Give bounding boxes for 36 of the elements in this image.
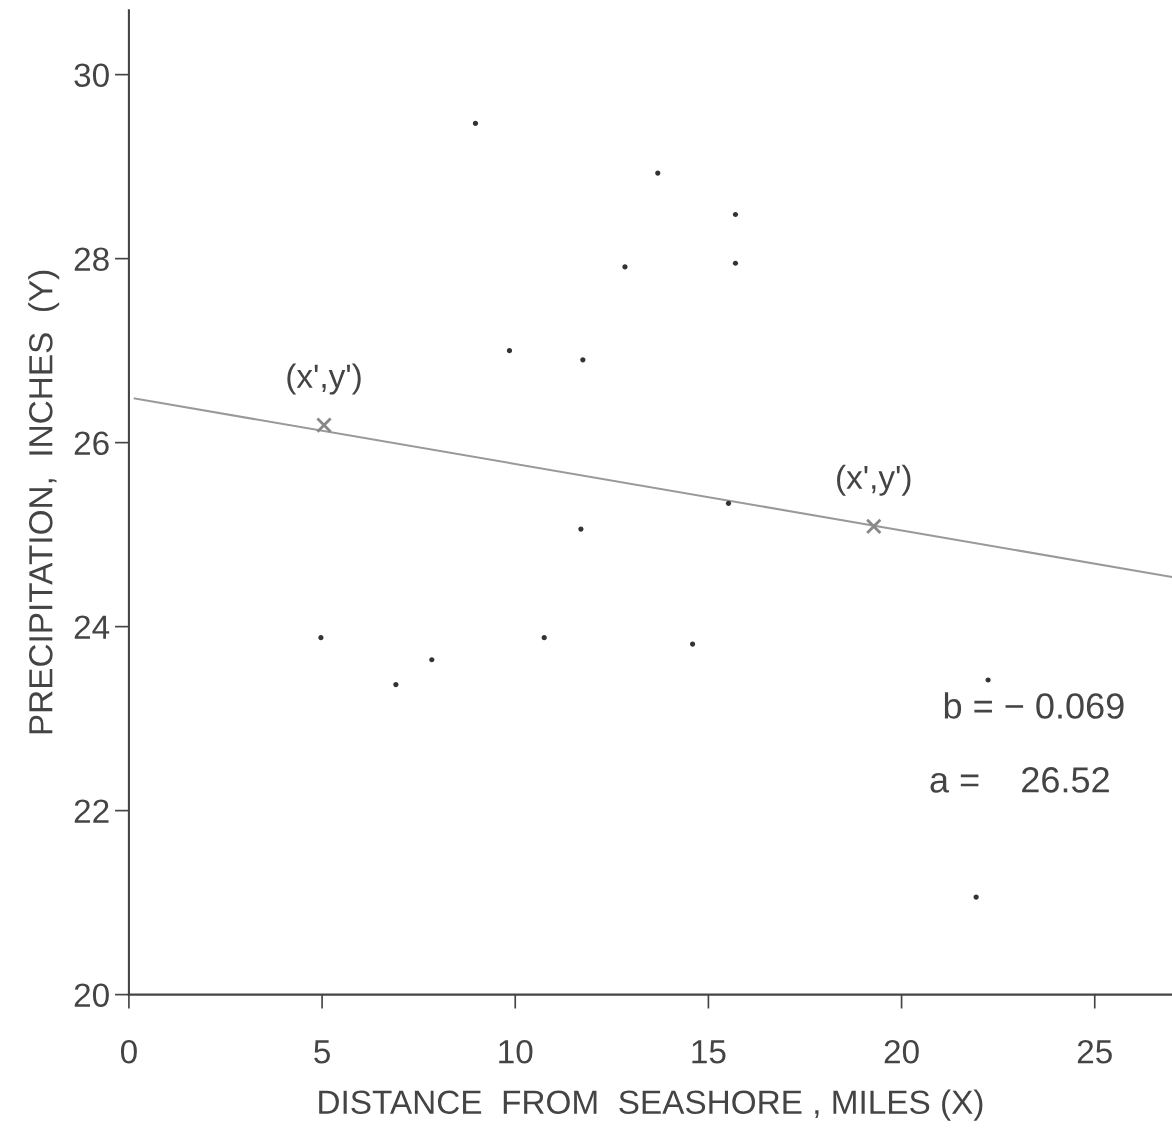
point bbox=[316, 417, 332, 434]
x-tick-label: 15 bbox=[692, 1040, 726, 1064]
x-tick-label: 5 bbox=[314, 1040, 330, 1064]
y-tick-label: 26 bbox=[74, 431, 109, 456]
x-tick-label: 10 bbox=[499, 1039, 533, 1064]
point bbox=[732, 211, 739, 218]
point bbox=[429, 657, 435, 663]
point bbox=[622, 264, 628, 270]
y-tick-label: 24 bbox=[74, 615, 110, 639]
point bbox=[725, 500, 732, 506]
annotation: (x',y') bbox=[287, 363, 361, 395]
annotation: a = 26.52 bbox=[930, 767, 1109, 793]
y-tick-label: 30 bbox=[74, 63, 109, 88]
x-tick-label: 20 bbox=[884, 1039, 919, 1064]
point bbox=[318, 635, 324, 641]
point bbox=[472, 120, 479, 126]
x-tick-label: 0 bbox=[120, 1039, 137, 1064]
point bbox=[732, 260, 739, 266]
y-tick-label: 20 bbox=[74, 983, 109, 1008]
point bbox=[578, 526, 584, 532]
point bbox=[655, 170, 661, 176]
x-tick-label: 25 bbox=[1077, 1039, 1112, 1064]
point bbox=[393, 681, 399, 688]
annotation: (x',y') bbox=[837, 464, 911, 496]
point bbox=[865, 518, 882, 535]
point bbox=[506, 348, 513, 354]
point bbox=[580, 357, 586, 363]
y-axis-title: PRECIPITATION, INCHES (Y) bbox=[28, 270, 60, 734]
point bbox=[985, 677, 991, 683]
point bbox=[973, 894, 979, 900]
y-tick-label: 28 bbox=[74, 247, 109, 272]
point bbox=[541, 635, 547, 641]
point bbox=[689, 641, 696, 647]
x-axis-title: DISTANCE FROM SEASHORE , MILES (X) bbox=[319, 1089, 983, 1121]
annotation: b = − 0.069 bbox=[944, 692, 1124, 719]
y-tick-label: 22 bbox=[74, 799, 109, 823]
